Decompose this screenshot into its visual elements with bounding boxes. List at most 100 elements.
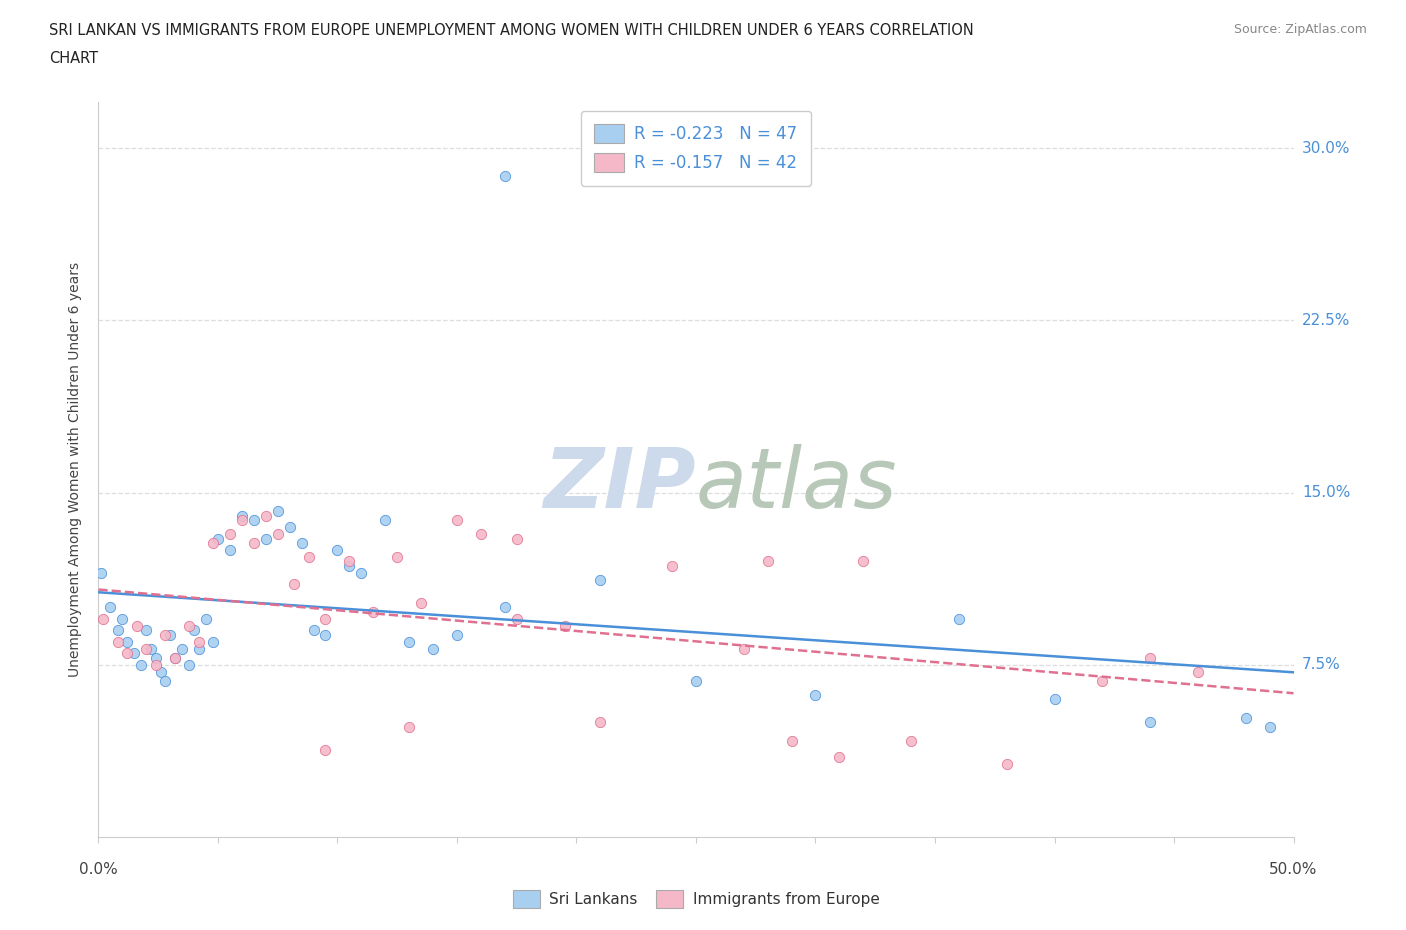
Point [363,604,385,619]
Point [131,658,153,672]
Point [1258,720,1281,735]
Point [149,664,172,679]
Point [685,673,707,688]
Point [315,742,337,757]
Point [828,750,851,764]
Point [278,520,301,535]
Point [219,542,242,557]
Point [179,618,201,633]
Point [494,600,516,615]
Point [398,634,420,649]
Text: atlas: atlas [696,444,897,525]
Point [202,634,225,649]
Point [125,618,148,633]
Point [231,512,253,527]
Point [350,565,373,580]
Point [98,600,122,615]
Point [254,531,277,546]
Point [298,550,321,565]
Point [446,628,468,643]
Point [107,634,129,649]
Point [155,628,177,643]
Point [207,531,229,546]
Point [995,756,1018,771]
Point [1139,650,1161,665]
Point [243,512,266,527]
Point [267,503,290,518]
Point [111,611,134,626]
Point [135,642,157,657]
Point [283,577,305,591]
Text: CHART: CHART [49,51,98,66]
Point [290,536,312,551]
Point [446,512,468,527]
Point [506,531,529,546]
Point [900,733,922,748]
Point [202,536,225,551]
Point [315,628,337,643]
Point [219,526,242,541]
Point [179,658,201,672]
Text: SRI LANKAN VS IMMIGRANTS FROM EUROPE UNEMPLOYMENT AMONG WOMEN WITH CHILDREN UNDE: SRI LANKAN VS IMMIGRANTS FROM EUROPE UNE… [49,23,974,38]
Point [589,715,612,730]
Point [374,512,396,527]
Point [756,554,779,569]
Point [1091,673,1114,688]
Point [661,559,683,574]
Text: 30.0%: 30.0% [1302,140,1350,155]
Point [554,618,576,633]
Point [243,536,266,551]
Legend: Sri Lankans, Immigrants from Europe: Sri Lankans, Immigrants from Europe [506,884,886,914]
Point [172,642,194,657]
Point [115,645,138,660]
Point [337,554,360,569]
Point [1139,715,1161,730]
Point [780,733,803,748]
Point [315,611,337,626]
Point [194,611,217,626]
Point [145,650,167,665]
Text: 0.0%: 0.0% [79,862,118,877]
Text: 7.5%: 7.5% [1302,658,1340,672]
Point [115,634,138,649]
Point [398,720,420,735]
Point [159,628,181,643]
Y-axis label: Unemployment Among Women with Children Under 6 years: Unemployment Among Women with Children U… [69,262,83,677]
Point [302,623,325,638]
Point [90,565,112,580]
Point [139,642,162,657]
Point [183,623,205,638]
Point [267,526,290,541]
Point [124,645,146,660]
Point [1043,692,1066,707]
Point [494,168,516,183]
Point [155,673,177,688]
Point [470,526,492,541]
Point [187,634,209,649]
Point [733,642,755,657]
Point [337,559,360,574]
Point [254,508,277,523]
Point [948,611,970,626]
Point [589,573,612,588]
Text: 50.0%: 50.0% [1270,862,1317,877]
Point [231,508,253,523]
Point [422,642,444,657]
Point [1187,664,1209,679]
Point [385,550,409,565]
Point [187,642,209,657]
Text: ZIP: ZIP [543,444,696,525]
Point [411,595,433,610]
Point [163,650,186,665]
Point [135,623,157,638]
Point [163,650,186,665]
Point [852,554,875,569]
Point [145,658,167,672]
Text: 15.0%: 15.0% [1302,485,1350,500]
Point [107,623,129,638]
Point [506,611,529,626]
Point [326,542,349,557]
Point [804,687,827,702]
Point [1234,711,1257,725]
Text: Source: ZipAtlas.com: Source: ZipAtlas.com [1233,23,1367,36]
